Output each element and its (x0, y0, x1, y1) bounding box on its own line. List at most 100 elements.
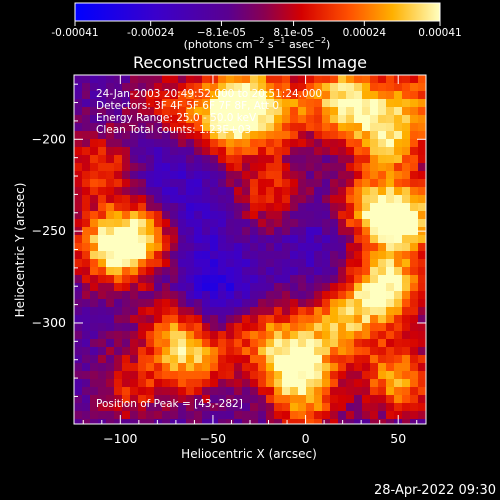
heatmap-cell (378, 259, 387, 268)
heatmap-cell (98, 83, 107, 92)
heatmap-cell (74, 83, 83, 92)
heatmap-cell (202, 155, 211, 164)
heatmap-cell (130, 195, 139, 204)
heatmap-cell (146, 299, 155, 308)
heatmap-cell (170, 115, 179, 124)
heatmap-cell (130, 259, 139, 268)
heatmap-cell (290, 227, 299, 236)
heatmap-cell (114, 211, 123, 220)
heatmap-cell (410, 147, 419, 156)
heatmap-cell (194, 283, 203, 292)
heatmap-cell (322, 243, 331, 252)
heatmap-cell (226, 315, 235, 324)
heatmap-cell (354, 411, 363, 420)
heatmap-cell (346, 331, 355, 340)
heatmap-cell (378, 115, 387, 124)
heatmap-cell (266, 355, 275, 364)
heatmap-cell (130, 323, 139, 332)
heatmap-cell (362, 123, 371, 132)
heatmap-cell (378, 227, 387, 236)
heatmap-cell (242, 307, 251, 316)
heatmap-cell (234, 147, 243, 156)
heatmap-cell (170, 275, 179, 284)
heatmap-cell (306, 123, 315, 132)
heatmap-cell (274, 267, 283, 276)
heatmap-cell (346, 411, 355, 420)
heatmap-cell (98, 387, 107, 396)
heatmap-cell (266, 307, 275, 316)
heatmap-cell (178, 227, 187, 236)
heatmap-cell (330, 147, 339, 156)
heatmap-cell (266, 283, 275, 292)
heatmap-cell (410, 155, 419, 164)
heatmap-cell (210, 259, 219, 268)
heatmap-cell (170, 147, 179, 156)
heatmap-cell (250, 83, 259, 92)
heatmap-cell (138, 355, 147, 364)
plot-area: −100 −50 0 50−300−250−200 24-Jan-2003 20:49… (32, 74, 427, 446)
heatmap-cell (186, 99, 195, 108)
heatmap-cell (226, 419, 235, 424)
heatmap-cell (330, 419, 339, 424)
heatmap-cell (258, 187, 267, 196)
heatmap-cell (202, 323, 211, 332)
heatmap-cell (170, 411, 179, 420)
heatmap-cell (234, 395, 243, 404)
heatmap-cell (138, 211, 147, 220)
heatmap-cell (402, 339, 411, 348)
heatmap-cell (306, 131, 315, 140)
heatmap-cell (250, 243, 259, 252)
heatmap-cell (226, 203, 235, 212)
heatmap-cell (394, 83, 403, 92)
heatmap-cell (74, 371, 83, 380)
heatmap-cell (330, 131, 339, 140)
heatmap-cell (370, 363, 379, 372)
heatmap-cell (402, 147, 411, 156)
heatmap-cell (106, 139, 115, 148)
heatmap-cell (394, 163, 403, 172)
heatmap-cell (306, 291, 315, 300)
heatmap-cell (298, 291, 307, 300)
heatmap-cell (330, 139, 339, 148)
heatmap-cell (122, 299, 131, 308)
heatmap-cell (202, 91, 211, 100)
heatmap-cell (290, 259, 299, 268)
heatmap-cell (282, 331, 291, 340)
heatmap-cell (138, 235, 147, 244)
heatmap-cell (162, 395, 171, 404)
heatmap-cell (386, 243, 395, 252)
heatmap-cell (362, 139, 371, 148)
heatmap-cell (138, 107, 147, 116)
heatmap-cell (258, 83, 267, 92)
heatmap-cell (106, 107, 115, 116)
heatmap-cell (370, 163, 379, 172)
heatmap-cell (154, 243, 163, 252)
heatmap-cell (194, 147, 203, 156)
heatmap-cell (234, 267, 243, 276)
heatmap-cell (202, 107, 211, 116)
heatmap-cell (386, 123, 395, 132)
heatmap-cell (98, 251, 107, 260)
heatmap-cell (234, 419, 243, 424)
heatmap-cell (402, 187, 411, 196)
heatmap-cell (274, 299, 283, 308)
heatmap-cell (114, 131, 123, 140)
heatmap-cell (178, 163, 187, 172)
heatmap-cell (386, 187, 395, 196)
heatmap-cell (154, 315, 163, 324)
heatmap-cell (106, 315, 115, 324)
heatmap-cell (130, 211, 139, 220)
heatmap-cell (146, 235, 155, 244)
heatmap-cell (250, 403, 259, 412)
heatmap-cell (154, 155, 163, 164)
heatmap-cell (106, 99, 115, 108)
heatmap-cell (322, 251, 331, 260)
heatmap-cell (98, 363, 107, 372)
heatmap-cell (186, 123, 195, 132)
heatmap-cell (250, 307, 259, 316)
heatmap-cell (106, 339, 115, 348)
heatmap-cell (114, 251, 123, 260)
heatmap-cell (202, 387, 211, 396)
heatmap-cell (410, 283, 419, 292)
heatmap-cell (386, 395, 395, 404)
